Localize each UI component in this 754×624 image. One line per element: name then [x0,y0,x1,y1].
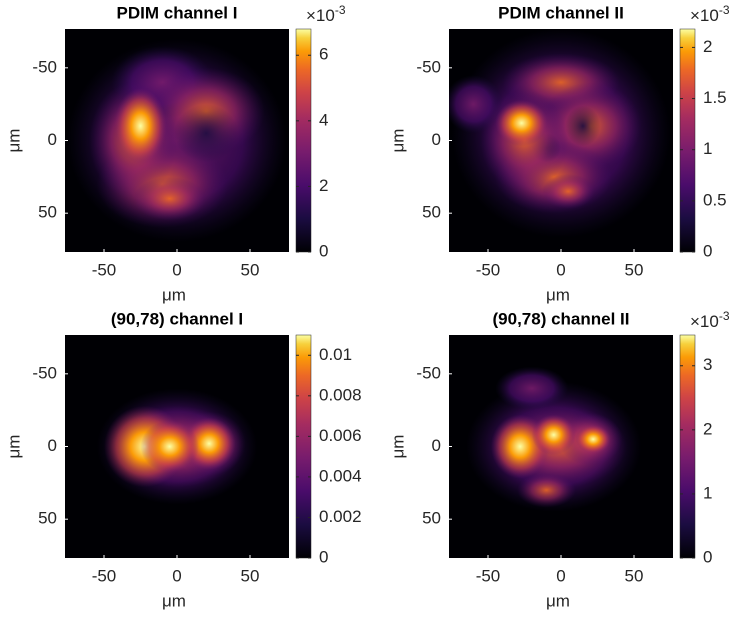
colorbar-tick-label: 0 [319,547,328,566]
panel-title: (90,78) channel II [493,309,630,328]
colorbar-tick-label: 2 [703,419,712,438]
panel-title: PDIM channel II [498,3,624,22]
y-axis-label: μm [388,129,407,153]
x-axis-label: μm [162,591,186,610]
x-tick-label: 0 [556,260,565,279]
y-tick-label: -50 [32,363,57,382]
y-tick-label: 50 [422,509,441,528]
colorbar-tick-label: 0.006 [319,426,362,445]
heatmap-blob [114,88,167,164]
x-tick-label: -50 [476,260,501,279]
x-tick-label: 0 [172,566,181,585]
colorbar-exponent: ×10-3 [690,3,730,25]
heatmap-image [449,29,673,252]
y-tick-label: 50 [38,203,57,222]
colorbar-tick-label: 4 [319,110,328,129]
colorbar-exponent: ×10-3 [690,309,730,331]
colorbar-tick-label: 0 [703,241,712,260]
colorbar-tick-label: 0.002 [319,507,362,526]
heatmap-blob [495,99,548,147]
colorbar [295,334,312,559]
x-tick-label: 0 [172,260,181,279]
x-tick-label: -50 [92,260,117,279]
y-tick-label: 50 [38,509,57,528]
heatmap-blob [140,420,199,473]
y-tick-label: -50 [416,57,441,76]
panel: (90,78) channel I -50 0 50 -50 0 50 μm μm 0 0.002 0… [4,309,361,610]
colorbar-tick-label: 2 [319,176,328,195]
panel-title: PDIM channel I [117,3,238,22]
heatmap-image [65,29,289,252]
panel: PDIM channel I -50 0 50 -50 0 50 μm μm 0 2 4 6 ×10-3 [4,3,345,304]
heatmap-blob [517,472,576,508]
heatmap-blob [174,104,239,163]
heatmap-blob [542,173,595,209]
y-tick-label: 0 [48,436,57,455]
x-tick-label: 50 [241,260,260,279]
colorbar-tick-label: 2 [703,37,712,56]
y-tick-label: -50 [416,363,441,382]
y-tick-label: 0 [432,436,441,455]
colorbar-tick-label: 1 [703,483,712,502]
y-tick-label: 0 [48,130,57,149]
colorbar-tick-label: 0 [319,241,328,260]
x-axis-label: μm [546,591,570,610]
heatmap-image [65,335,289,558]
x-axis-label: μm [546,285,570,304]
x-tick-label: 50 [625,260,644,279]
colorbar-tick-label: 0.004 [319,466,362,485]
colorbar-tick-label: 3 [703,355,712,374]
colorbar-tick-label: 0.5 [703,190,727,209]
x-tick-label: -50 [476,566,501,585]
exponent-base: ×10 [690,312,719,331]
colorbar [679,28,696,253]
x-tick-label: 0 [556,566,565,585]
heatmap-blob [531,414,576,456]
y-axis-label: μm [4,129,23,153]
x-tick-label: 50 [241,566,260,585]
colorbar-exponent: ×10-3 [306,3,346,25]
exponent-power: -3 [335,3,346,17]
y-tick-label: 50 [422,203,441,222]
colorbar-tick-label: 1.5 [703,88,727,107]
colorbar-tick-label: 1 [703,139,712,158]
colorbar [679,334,696,559]
panel: (90,78) channel II -50 0 50 -50 0 50 μm μm 0 1 2 3 ×1… [388,309,729,610]
heatmap-blob [575,424,611,454]
x-tick-label: 50 [625,566,644,585]
y-axis-label: μm [388,435,407,459]
x-axis-label: μm [162,285,186,304]
exponent-base: ×10 [306,6,335,25]
colorbar-tick-label: 6 [319,45,328,64]
colorbar-tick-label: 0 [703,547,712,566]
x-tick-label: -50 [92,566,117,585]
heatmap-blob [133,176,207,221]
exponent-power: -3 [719,3,730,17]
y-tick-label: -50 [32,57,57,76]
y-axis-label: μm [4,435,23,459]
exponent-base: ×10 [690,6,719,25]
exponent-power: -3 [719,309,730,323]
heatmap-blob [565,105,601,147]
colorbar [295,28,312,253]
colorbar-tick-label: 0.01 [319,345,352,364]
panel-title: (90,78) channel I [111,309,243,328]
y-tick-label: 0 [432,130,441,149]
heatmap-blob [495,366,569,411]
heatmap-image [449,335,673,558]
panel: PDIM channel II -50 0 50 -50 0 50 μm μm 0 0.5 1 1.5 2… [388,3,729,304]
colorbar-tick-label: 0.008 [319,385,362,404]
